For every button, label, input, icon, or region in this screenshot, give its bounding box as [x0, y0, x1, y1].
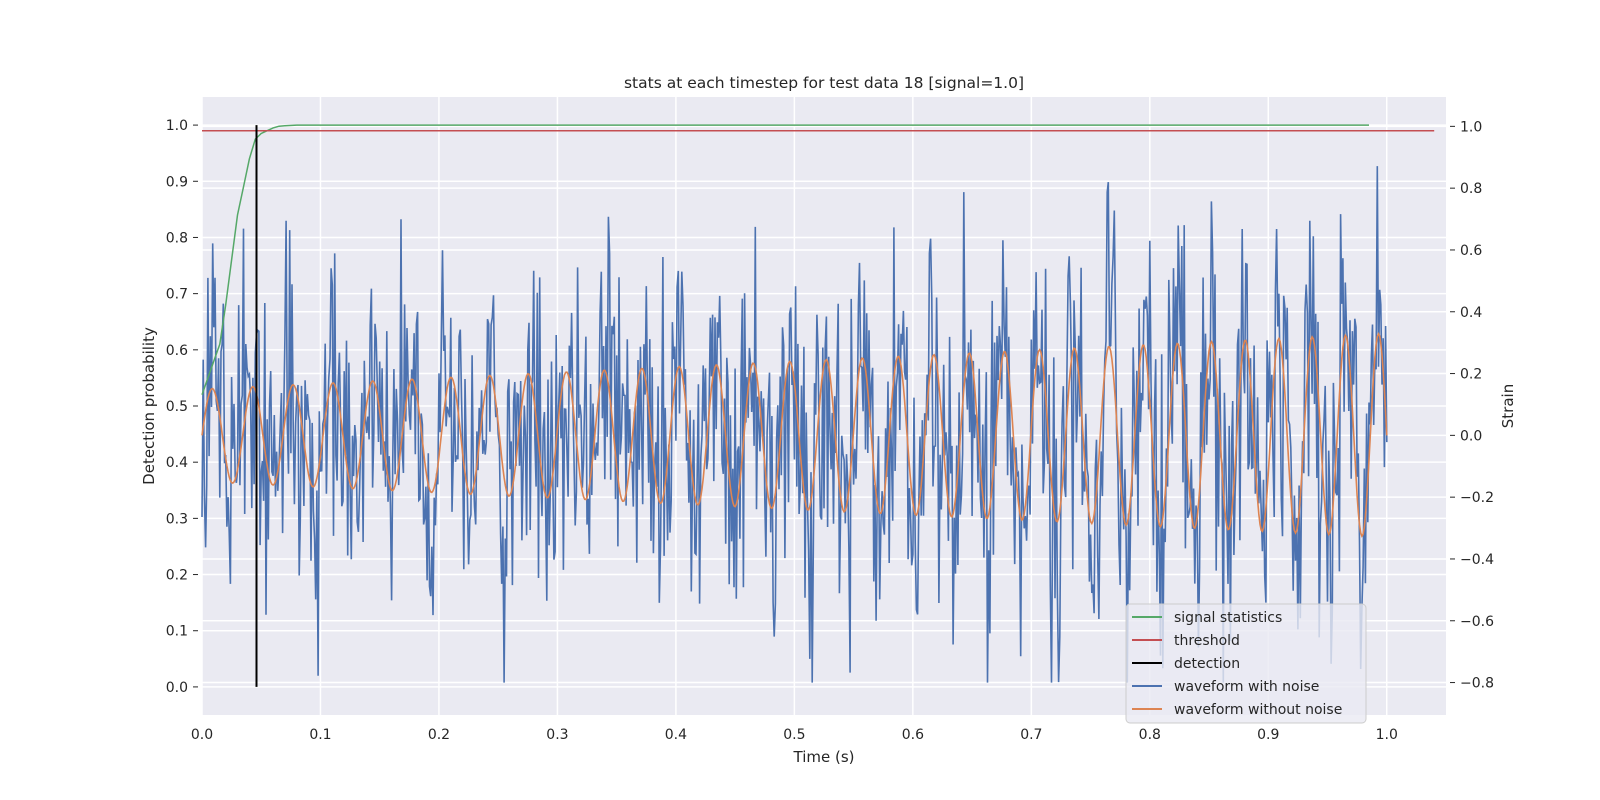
y2-tick-label: 0.0	[1460, 428, 1482, 444]
legend-label: signal statistics	[1174, 610, 1282, 626]
y-tick-label: 0.7	[166, 287, 188, 303]
legend-label: waveform without noise	[1174, 702, 1342, 718]
y-tick-label: 0.0	[166, 680, 188, 696]
legend-label: waveform with noise	[1174, 679, 1319, 695]
x-axis: 0.0 0.1 0.2 0.3 0.4 0.5 0.6 0.7 0.8 0.9 1.0	[191, 727, 1398, 743]
x-tick-label: 1.0	[1376, 727, 1398, 743]
y2-tick-label: 0.6	[1460, 243, 1482, 259]
y-tick-label: 0.2	[166, 568, 188, 584]
x-tick-label: 0.4	[665, 727, 687, 743]
y2-tick-label: 1.0	[1460, 119, 1482, 135]
series-waveform-without-noise	[201, 331, 1388, 538]
legend-box	[1125, 603, 1367, 724]
x-tick-label: 0.5	[783, 727, 805, 743]
y2-tick-label: 0.8	[1460, 181, 1482, 197]
y-tick-label: 0.8	[166, 230, 188, 246]
legend-label: detection	[1174, 656, 1240, 672]
y2-tick-label: −0.8	[1460, 676, 1494, 692]
y2-tick-label: −0.4	[1460, 552, 1494, 568]
y2-tick-label: −0.6	[1460, 614, 1494, 630]
x-tick-label: 0.1	[309, 727, 331, 743]
x-tick-label: 0.6	[902, 727, 924, 743]
y-tick-label: 0.9	[166, 174, 188, 190]
legend-item-threshold: threshold	[1132, 633, 1240, 649]
y2-tick-label: −0.2	[1460, 490, 1494, 506]
y-tick-label: 0.3	[166, 511, 188, 527]
legend-item-detection: detection	[1132, 656, 1240, 672]
y-tick-label: 1.0	[166, 118, 188, 134]
legend: signal statistics threshold detection wa…	[1125, 603, 1367, 724]
y-tick-label: 0.1	[166, 624, 188, 640]
legend-item-waveform-without-noise: waveform without noise	[1132, 702, 1342, 718]
y-axis-left: 0.0 0.1 0.2 0.3 0.4 0.5 0.6 0.7 0.8 0.9 1.0	[166, 118, 198, 696]
x-tick-label: 0.8	[1139, 727, 1161, 743]
x-tick-label: 0.9	[1257, 727, 1279, 743]
y-tick-label: 0.5	[166, 399, 188, 415]
y2-tick-label: 0.2	[1460, 367, 1482, 383]
y2-axis-label: Strain	[1499, 384, 1517, 428]
y-axis-label: Detection probability	[140, 327, 158, 485]
x-tick-label: 0.3	[546, 727, 568, 743]
legend-label: threshold	[1174, 633, 1240, 649]
x-tick-label: 0.7	[1020, 727, 1042, 743]
x-tick-label: 0.2	[428, 727, 450, 743]
x-tick-label: 0.0	[191, 727, 213, 743]
y2-tick-label: 0.4	[1460, 305, 1482, 321]
chart-title: stats at each timestep for test data 18 …	[624, 74, 1024, 92]
y-axis-right: −0.8 −0.6 −0.4 −0.2 0.0 0.2 0.4 0.6 0.8 1.0	[1450, 119, 1494, 692]
x-axis-label: Time (s)	[793, 748, 855, 766]
y-tick-label: 0.6	[166, 343, 188, 359]
y-tick-label: 0.4	[166, 455, 188, 471]
series-signal-statistics	[201, 124, 1369, 396]
legend-item-signal-statistics: signal statistics	[1132, 610, 1282, 626]
series-layer	[201, 124, 1435, 687]
legend-item-waveform-with-noise: waveform with noise	[1132, 679, 1319, 695]
